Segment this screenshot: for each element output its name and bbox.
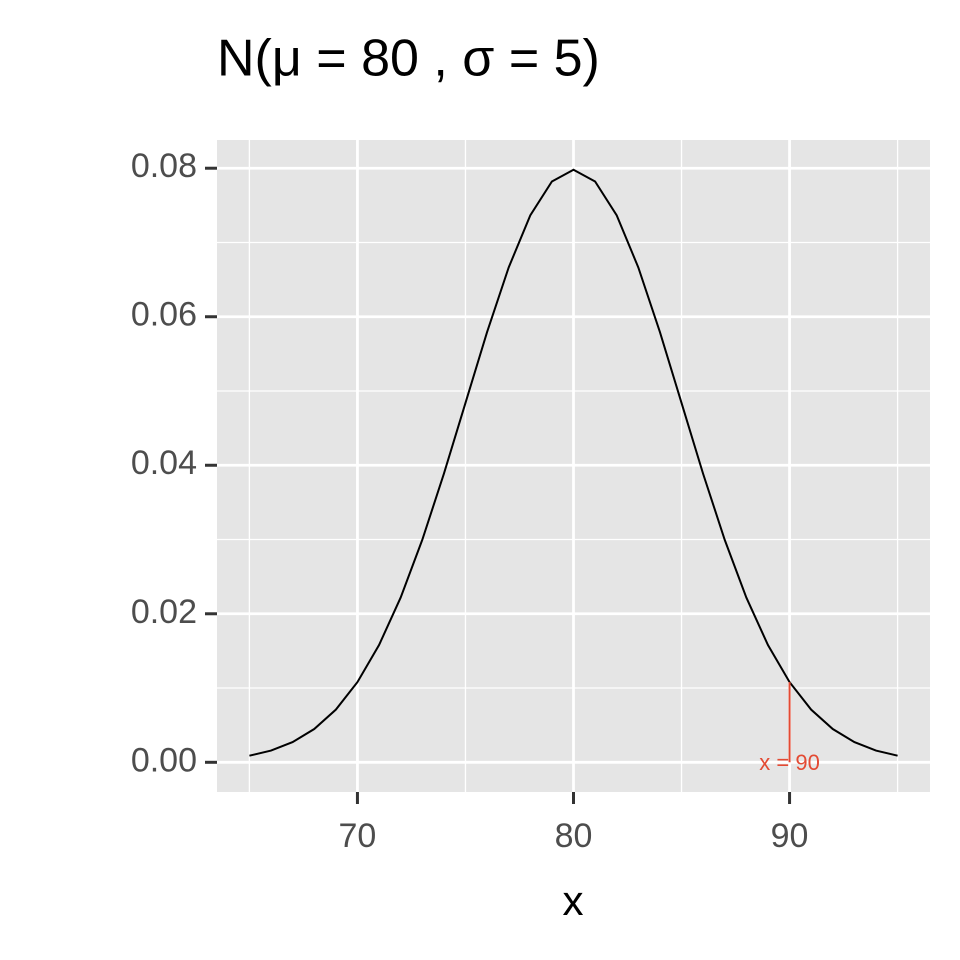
y-tick-label: 0.06 (131, 296, 197, 334)
y-tick-label: 0.08 (131, 147, 197, 185)
y-tick-label: 0.04 (131, 444, 197, 482)
annotation-label: x = 90 (759, 750, 820, 775)
y-tick-label: 0.00 (131, 741, 197, 779)
y-tick-label: 0.02 (131, 593, 197, 631)
chart-title: N(μ = 80 , σ = 5) (217, 30, 600, 88)
x-axis-title: x (563, 877, 584, 924)
x-tick-label: 80 (555, 817, 593, 855)
x-tick-label: 70 (339, 817, 377, 855)
x-tick-label: 90 (771, 817, 809, 855)
